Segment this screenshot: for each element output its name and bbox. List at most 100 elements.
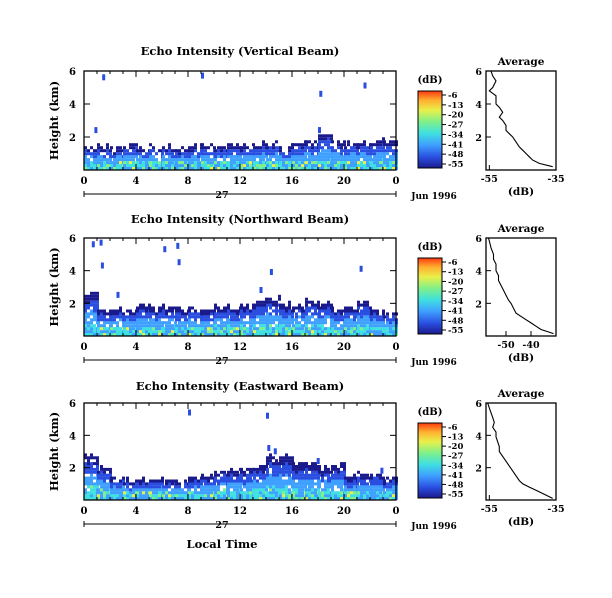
echo-cell: [214, 327, 217, 331]
echo-cell: [226, 315, 229, 319]
echo-cell: [370, 321, 373, 325]
echo-cell: [360, 155, 363, 159]
echo-cell: [93, 155, 96, 159]
echo-cell: [220, 315, 223, 319]
echo-cell: [246, 479, 249, 483]
echo-cell: [97, 497, 100, 500]
echo-cell: [314, 164, 317, 167]
echo-cell: [220, 327, 223, 331]
echo-cell: [353, 476, 356, 480]
echo-cell: [285, 494, 288, 498]
echo-cell: [191, 479, 194, 483]
echo-cell: [357, 161, 360, 165]
echo-cell: [382, 137, 385, 141]
echo-cell: [191, 315, 194, 319]
echo-cell: [269, 453, 272, 457]
echo-cell: [126, 158, 129, 162]
echo-cell: [379, 146, 382, 150]
echo-cell: [370, 327, 373, 331]
echo-cell: [126, 164, 129, 167]
echo-cell: [275, 459, 278, 463]
echo-cell: [392, 152, 395, 156]
echo-cell: [246, 488, 249, 492]
echo-speck: [177, 259, 181, 266]
echo-cell: [334, 324, 337, 328]
echo-cell: [347, 149, 350, 153]
echo-speck: [266, 412, 269, 419]
echo-cell: [227, 318, 230, 322]
echo-cell: [311, 300, 314, 304]
echo-cell: [383, 140, 386, 144]
echo-cell: [243, 155, 246, 159]
echo-cell: [249, 152, 252, 156]
echo-cell: [262, 479, 265, 483]
echo-cell: [109, 470, 112, 474]
echo-cell: [266, 473, 269, 477]
echo-cell: [123, 155, 126, 159]
echo-cell: [158, 485, 161, 489]
echo-cell: [301, 158, 304, 162]
echo-cell: [288, 315, 291, 319]
echo-cell: [96, 485, 99, 489]
echo-cell: [126, 333, 129, 336]
echo-cell: [113, 161, 116, 165]
echo-cell: [340, 462, 343, 466]
echo-cell: [305, 140, 308, 144]
echo-cell: [357, 300, 360, 304]
echo-cell: [142, 327, 145, 331]
colorbar-tick-label: -13: [448, 268, 463, 278]
echo-cell: [259, 318, 262, 322]
echo-cell: [158, 497, 161, 500]
echo-cell: [233, 324, 236, 328]
echo-cell: [275, 465, 278, 468]
echo-cell: [84, 161, 87, 165]
echo-cell: [324, 473, 327, 477]
echo-cell: [337, 152, 340, 156]
echo-cell: [308, 327, 311, 331]
echo-cell: [152, 158, 155, 162]
y-tick-label: 6: [69, 67, 76, 78]
echo-cell: [366, 300, 369, 304]
echo-cell: [376, 149, 379, 153]
echo-cell: [269, 155, 272, 159]
echo-cell: [350, 146, 353, 150]
echo-cell: [191, 146, 194, 150]
echo-cell: [311, 473, 314, 477]
echo-cell: [360, 330, 363, 334]
echo-cell: [87, 330, 90, 334]
echo-cell: [214, 315, 217, 319]
echo-cell: [152, 146, 155, 150]
echo-cell: [389, 318, 392, 322]
echo-cell: [311, 462, 314, 466]
echo-cell: [298, 476, 301, 480]
echo-cell: [288, 459, 291, 463]
echo-cell: [340, 312, 343, 316]
echo-cell: [136, 312, 139, 316]
echo-cell: [327, 315, 330, 319]
echo-cell: [162, 309, 165, 313]
echo-cell: [360, 164, 363, 167]
echo-cell: [350, 333, 353, 336]
echo-cell: [314, 473, 317, 477]
echo-cell: [155, 491, 158, 495]
echo-cell: [298, 327, 301, 331]
echo-cell: [266, 459, 269, 463]
echo-cell: [178, 324, 181, 328]
echo-cell: [110, 327, 113, 331]
echo-cell: [197, 167, 200, 170]
echo-cell: [318, 485, 321, 489]
echo-cell: [259, 470, 262, 474]
echo-cell: [256, 321, 259, 325]
echo-cell: [272, 473, 275, 477]
echo-cell: [162, 485, 165, 489]
echo-cell: [344, 333, 347, 336]
echo-cell: [253, 321, 256, 325]
echo-cell: [383, 479, 386, 483]
echo-cell: [370, 482, 373, 486]
echo-cell: [334, 321, 337, 325]
echo-cell: [126, 324, 129, 328]
echo-cell: [295, 312, 298, 316]
echo-cell: [279, 470, 282, 474]
echo-cell: [214, 497, 217, 500]
echo-cell: [184, 494, 187, 498]
